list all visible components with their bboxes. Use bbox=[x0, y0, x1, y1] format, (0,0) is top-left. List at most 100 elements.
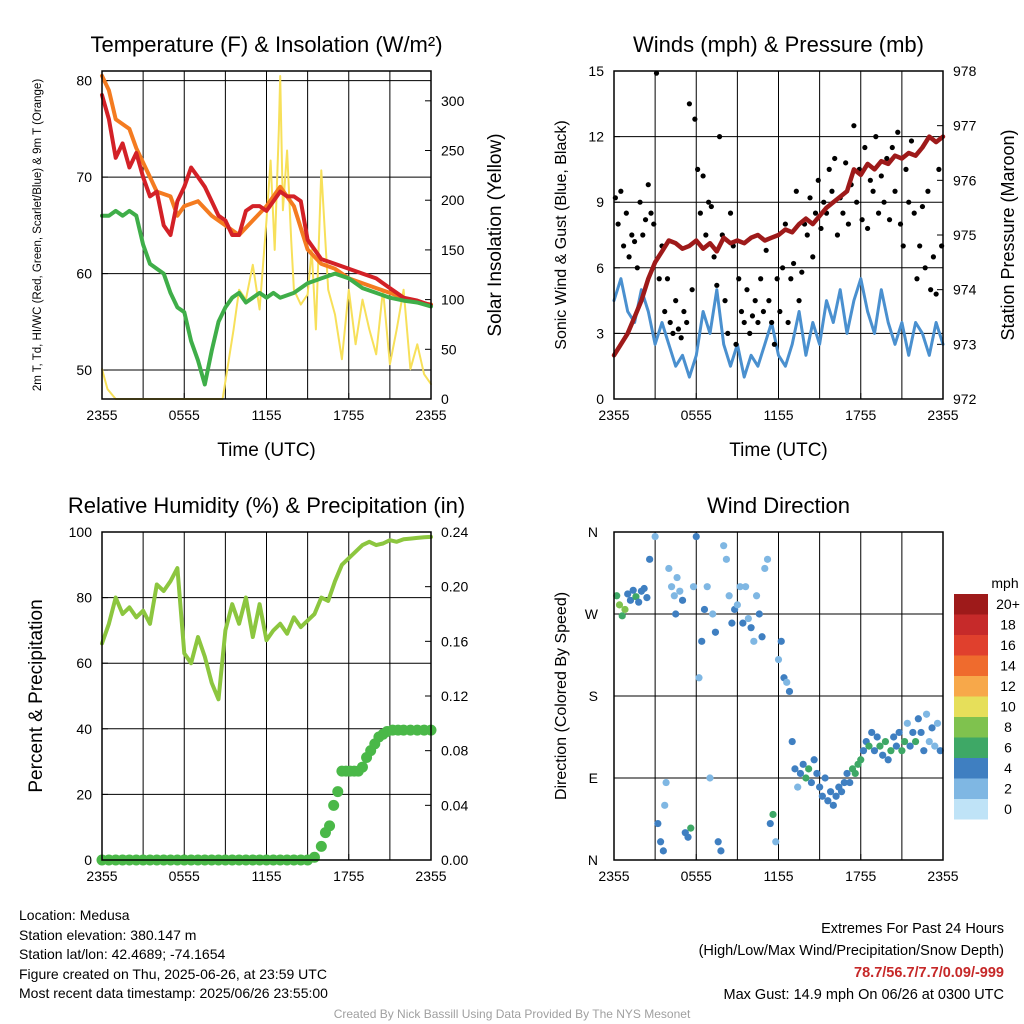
wind-direction-point bbox=[755, 610, 763, 618]
gust-point bbox=[631, 238, 638, 245]
wind-direction-point bbox=[898, 747, 906, 755]
wind-direction-point bbox=[821, 774, 829, 782]
x-tick-label: 2355 bbox=[86, 868, 117, 884]
legend-label: 6 bbox=[1004, 740, 1012, 756]
wind-direction-point bbox=[870, 747, 879, 755]
gust-point bbox=[933, 291, 939, 297]
series-line-station-pressure bbox=[611, 134, 946, 358]
gust-point bbox=[903, 166, 909, 172]
wind-direction-point bbox=[802, 774, 810, 782]
gust-point bbox=[700, 173, 706, 179]
y-tick-label: 0 bbox=[84, 852, 92, 868]
gust-point bbox=[925, 188, 931, 194]
gust-point bbox=[812, 210, 819, 216]
gust-point bbox=[785, 319, 791, 326]
legend-swatch bbox=[954, 737, 988, 758]
gust-point bbox=[862, 144, 868, 151]
x-tick-label: 1755 bbox=[845, 407, 876, 423]
wind-direction-point bbox=[659, 847, 667, 855]
gust-point bbox=[889, 144, 895, 151]
wind-direction-point bbox=[621, 605, 629, 614]
gust-point bbox=[648, 210, 654, 216]
wind-direction-point bbox=[629, 586, 637, 594]
legend-swatch bbox=[954, 676, 988, 697]
legend-label: 12 bbox=[1000, 678, 1016, 694]
wind-direction-point bbox=[665, 564, 673, 573]
panel-3: 2355 0555 1155 1755 23550204060801000.000.04… bbox=[26, 493, 468, 884]
gust-point bbox=[810, 254, 816, 260]
plot-border bbox=[613, 70, 944, 400]
wind-direction-point bbox=[689, 583, 698, 591]
wind-direction-point bbox=[615, 601, 624, 609]
wind-direction-point bbox=[843, 769, 851, 778]
gust-point bbox=[752, 298, 758, 304]
gust-point bbox=[807, 195, 813, 201]
legend-title: mph bbox=[991, 575, 1018, 591]
gust-point bbox=[722, 298, 728, 304]
gust-point bbox=[867, 177, 873, 183]
gust-point bbox=[651, 221, 657, 227]
legend-swatch bbox=[954, 655, 988, 676]
wind-direction-point bbox=[873, 733, 881, 741]
y-tick-label: 50 bbox=[76, 362, 92, 378]
wind-direction-point bbox=[744, 614, 752, 623]
wind-direction-point bbox=[728, 619, 736, 627]
legend-swatch bbox=[954, 758, 988, 779]
gust-point bbox=[697, 210, 703, 216]
gust-point bbox=[711, 254, 717, 260]
elevation-text: Station elevation: 380.147 m bbox=[19, 926, 197, 943]
gust-point bbox=[686, 101, 692, 107]
x-tick-label: 0555 bbox=[681, 868, 712, 884]
y-tick-label: 20 bbox=[76, 786, 92, 802]
wind-direction-point bbox=[917, 728, 925, 737]
y-right-tick-label: 200 bbox=[441, 192, 465, 208]
gust-point bbox=[845, 221, 852, 227]
wind-direction-point bbox=[799, 760, 807, 768]
wind-direction-point bbox=[654, 819, 662, 828]
gust-point bbox=[769, 319, 775, 326]
wind-direction-point bbox=[703, 583, 711, 591]
gust-point bbox=[620, 243, 627, 249]
y-tick-label: 60 bbox=[76, 655, 92, 671]
wind-direction-point bbox=[695, 674, 703, 682]
gust-point bbox=[796, 298, 802, 304]
wind-direction-point bbox=[859, 747, 868, 755]
wind-direction-point bbox=[818, 792, 826, 800]
wind-direction-point bbox=[783, 678, 791, 686]
y-tick-label: 9 bbox=[596, 194, 604, 210]
wind-direction-point bbox=[667, 583, 676, 591]
wind-direction-point bbox=[777, 637, 785, 645]
gust-point bbox=[895, 129, 901, 135]
gust-point bbox=[705, 199, 712, 205]
y-right-tick-label: 976 bbox=[953, 172, 977, 188]
x-tick-label: 1755 bbox=[845, 868, 876, 884]
wind-direction-point bbox=[851, 769, 859, 778]
wind-direction-point bbox=[826, 788, 835, 796]
y-right-tick-label: 978 bbox=[953, 63, 977, 79]
extremes-title: Extremes For Past 24 Hours bbox=[821, 921, 1004, 937]
extremes-values: 78.7/56.7/7.7/0.09/-999 bbox=[854, 965, 1004, 981]
wind-direction-point bbox=[736, 583, 744, 591]
wind-direction-point bbox=[661, 801, 669, 809]
gust-point bbox=[642, 217, 649, 223]
wind-direction-point bbox=[709, 610, 717, 618]
x-tick-label: 0555 bbox=[681, 407, 712, 423]
series-line-2m-td bbox=[100, 208, 433, 387]
series-line-sonic-wind bbox=[612, 277, 945, 379]
wind-direction-point bbox=[769, 810, 777, 819]
gust-point bbox=[645, 182, 651, 188]
legend-swatch bbox=[954, 778, 988, 799]
gust-point bbox=[615, 221, 621, 227]
legend-label: 8 bbox=[1004, 719, 1012, 735]
wind-direction-point bbox=[857, 756, 865, 764]
gust-point bbox=[708, 203, 714, 210]
wind-direction-point bbox=[687, 824, 695, 832]
precip-point bbox=[308, 851, 320, 863]
chart-title: Temperature (F) & Insolation (W/m²) bbox=[90, 32, 442, 57]
x-axis-label: Time (UTC) bbox=[729, 440, 828, 461]
wind-direction-point bbox=[725, 592, 733, 600]
x-tick-label: 1155 bbox=[763, 407, 793, 423]
gust-point bbox=[749, 313, 756, 319]
wind-direction-point bbox=[794, 783, 802, 791]
wind-direction-point bbox=[651, 532, 659, 541]
